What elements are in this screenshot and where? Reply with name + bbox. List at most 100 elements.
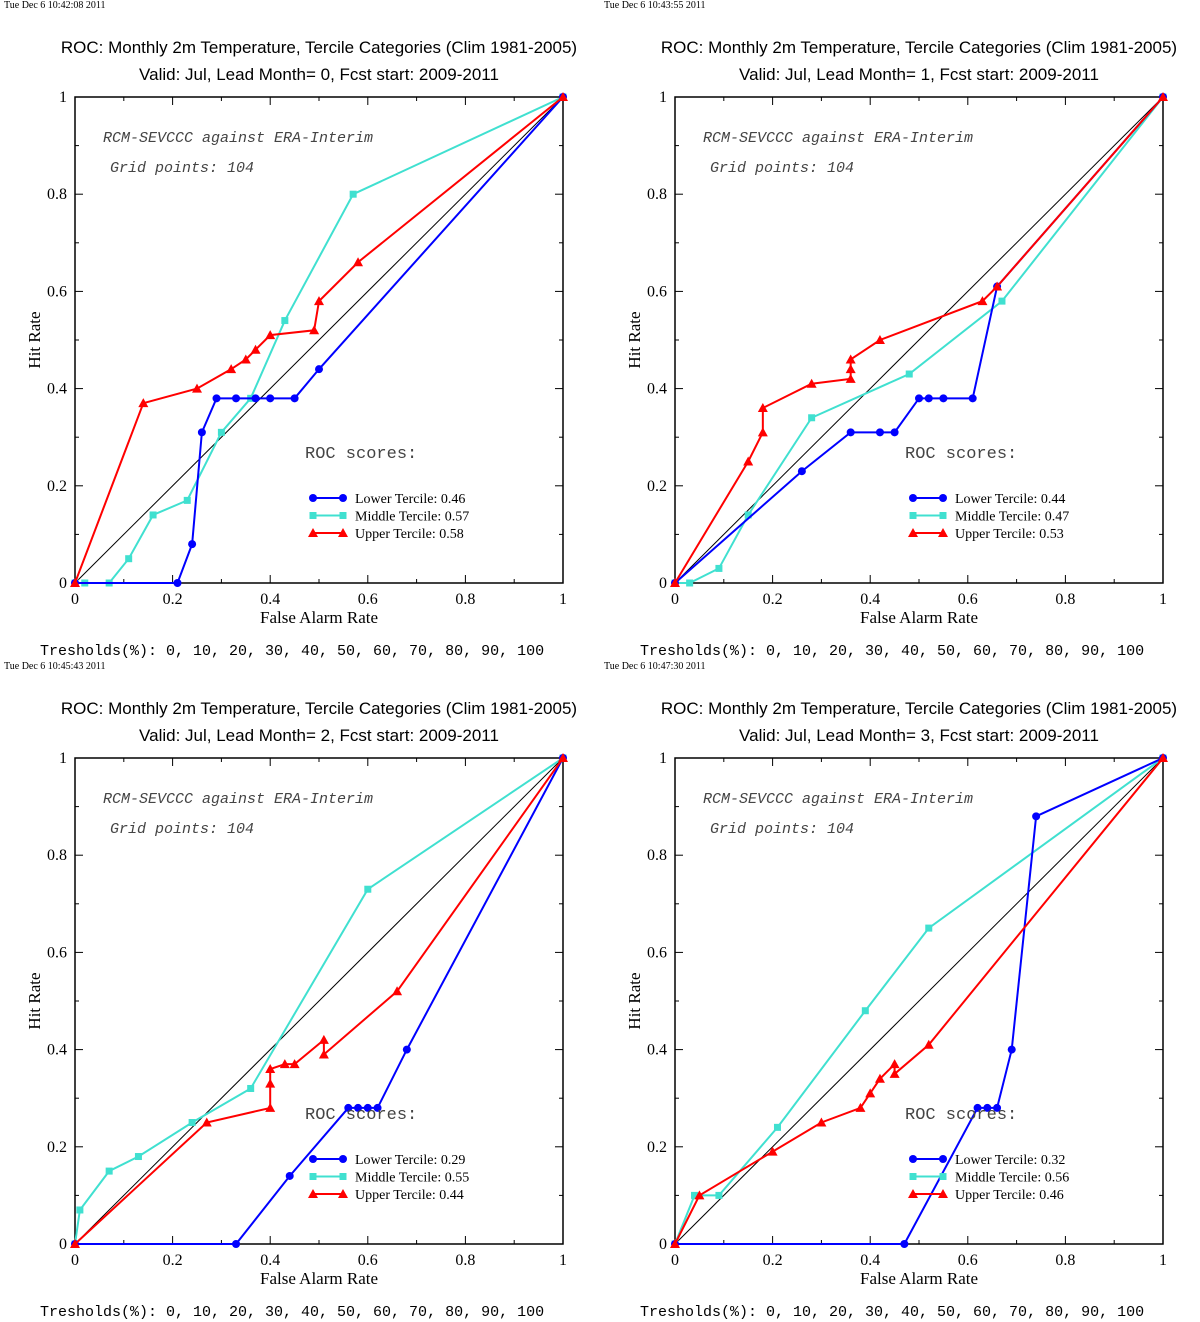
y-tick-label: 1: [59, 89, 67, 106]
legend-marker: [339, 1155, 347, 1163]
data-point: [149, 511, 157, 519]
data-point: [861, 1007, 869, 1015]
chart-title: ROC: Monthly 2m Temperature, Tercile Cat…: [61, 699, 577, 718]
data-point: [670, 578, 680, 587]
data-point: [240, 354, 251, 364]
data-point: [924, 394, 933, 403]
y-tick-label: 1: [659, 750, 667, 767]
roc-chart-svg: ROC: Monthly 2m Temperature, Tercile Cat…: [625, 38, 1177, 627]
y-tick-label: 0: [659, 575, 667, 592]
y-tick-label: 0.8: [47, 186, 67, 203]
legend: Lower Tercile: 0.44 Middle Tercile: 0.47 U…: [908, 492, 1069, 542]
data-point: [743, 456, 754, 466]
legend-marker: [308, 528, 318, 537]
data-point: [201, 1117, 212, 1127]
series-upper: [670, 753, 1168, 1248]
y-tick-label: 0.8: [47, 847, 67, 864]
legend-entry: Middle Tercile: 0.55: [355, 1171, 469, 1186]
annotation-model: RCM-SEVCCC against ERA-Interim: [703, 130, 973, 147]
legend-marker: [309, 1155, 317, 1163]
data-point: [757, 427, 768, 437]
x-tick-label: 0.8: [1055, 591, 1075, 608]
x-tick-label: 0.4: [260, 591, 280, 608]
x-tick-label: 0.4: [860, 1252, 880, 1269]
legend-marker: [909, 512, 917, 519]
data-point: [939, 394, 948, 403]
legend-marker: [909, 494, 917, 502]
annotation-model: RCM-SEVCCC against ERA-Interim: [103, 130, 373, 147]
data-point: [865, 1088, 876, 1098]
x-tick-label: 0.6: [358, 1252, 378, 1269]
data-point: [315, 365, 323, 374]
y-axis-label: Hit Rate: [625, 311, 644, 368]
legend-marker: [939, 1155, 947, 1163]
data-point: [874, 335, 885, 344]
x-tick-label: 0.6: [958, 1252, 978, 1269]
y-tick-label: 1: [659, 89, 667, 106]
chart-title: ROC: Monthly 2m Temperature, Tercile Cat…: [661, 38, 1177, 57]
y-tick-label: 0.4: [47, 1042, 67, 1059]
data-point: [318, 1049, 329, 1059]
data-point: [875, 428, 884, 437]
series-upper: [670, 92, 1168, 587]
thresholds-text: Tresholds(%): 0, 10, 20, 30, 40, 50, 60,…: [640, 643, 1145, 660]
data-point: [889, 1059, 900, 1069]
thresholds-text: Tresholds(%): 0, 10, 20, 30, 40, 50, 60,…: [40, 643, 545, 660]
y-axis-label: Hit Rate: [25, 972, 44, 1029]
data-point: [188, 540, 197, 549]
legend-marker: [308, 1189, 318, 1198]
data-point: [993, 1103, 1002, 1112]
y-tick-label: 0.8: [647, 186, 667, 203]
data-point: [266, 394, 275, 403]
data-point: [217, 428, 225, 436]
timestamp: Tue Dec 6 10:45:43 2011: [4, 661, 106, 672]
y-tick-label: 0.8: [647, 847, 667, 864]
legend-marker: [339, 1173, 347, 1180]
x-tick-label: 1: [559, 591, 567, 608]
legend-marker: [939, 494, 947, 502]
legend-marker: [939, 512, 947, 519]
x-tick-label: 0.2: [163, 591, 183, 608]
y-tick-label: 0: [59, 575, 67, 592]
data-point: [281, 317, 289, 325]
data-point: [192, 383, 202, 393]
data-point: [744, 511, 752, 519]
data-point: [232, 1240, 241, 1248]
data-point: [70, 578, 80, 587]
chart-subtitle: Valid: Jul, Lead Month= 1, Fcst start: 2…: [739, 65, 1099, 84]
data-point: [968, 394, 977, 403]
y-tick-label: 0: [59, 1236, 67, 1253]
x-tick-label: 0: [671, 591, 679, 608]
legend-entry: Upper Tercile: 0.46: [955, 1188, 1064, 1203]
legend-marker: [908, 1189, 918, 1198]
data-point: [134, 1153, 142, 1161]
y-tick-label: 0.4: [647, 1042, 667, 1059]
data-point: [845, 373, 856, 383]
annotation-grid-points: Grid points: 104: [110, 821, 254, 838]
y-tick-label: 0.2: [647, 1139, 667, 1156]
legend: Lower Tercile: 0.46 Middle Tercile: 0.57 U…: [308, 492, 469, 542]
data-point: [808, 414, 816, 422]
no-skill-diagonal: [74, 757, 564, 1245]
data-point: [983, 1103, 992, 1112]
legend-marker: [309, 1173, 317, 1180]
annotation-model: RCM-SEVCCC against ERA-Interim: [103, 791, 373, 808]
series-line: [74, 757, 564, 1245]
series-line: [675, 757, 1164, 1245]
annotation-model: RCM-SEVCCC against ERA-Interim: [703, 791, 973, 808]
y-tick-label: 0.4: [647, 381, 667, 398]
data-point: [125, 555, 133, 563]
data-point: [70, 1239, 80, 1248]
legend-marker: [939, 1173, 947, 1180]
data-point: [138, 398, 149, 408]
data-point: [923, 1039, 934, 1049]
chart-subtitle: Valid: Jul, Lead Month= 0, Fcst start: 2…: [139, 65, 499, 84]
data-point: [318, 1034, 329, 1044]
y-tick-label: 0.6: [47, 283, 67, 300]
roc-panel-3: Tue Dec 6 10:45:43 2011 Tresholds(%): 0, …: [0, 661, 600, 1322]
legend: Lower Tercile: 0.29 Middle Tercile: 0.55 U…: [308, 1153, 469, 1203]
chart-subtitle: Valid: Jul, Lead Month= 2, Fcst start: 2…: [139, 726, 499, 745]
data-point: [797, 467, 806, 476]
chart-title: ROC: Monthly 2m Temperature, Tercile Cat…: [61, 38, 577, 57]
y-axis-label: Hit Rate: [625, 972, 644, 1029]
